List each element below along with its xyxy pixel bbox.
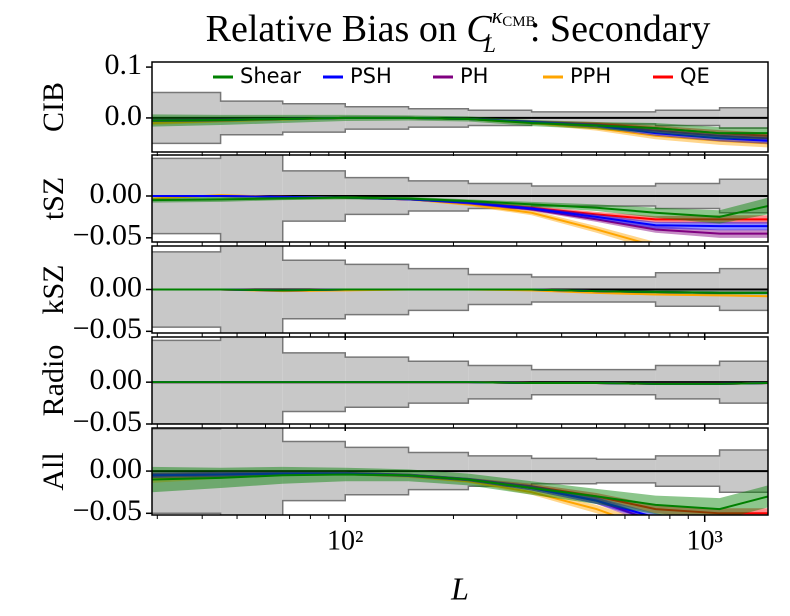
y-axis-label: CIB [37,82,70,132]
error-band-edge [152,482,768,515]
title-superscript: κ [492,3,503,28]
chart-title: Relative Bias on CκCMB L : Secondary [206,3,711,57]
y-tick-label: −0.05 [73,312,142,345]
y-tick-label: 0.00 [90,270,143,303]
y-axis-label: tSZ [37,177,70,220]
y-tick-label: −0.05 [73,405,142,438]
panel-plot [152,337,768,424]
error-band-edge [152,205,768,242]
series-line [152,194,768,228]
x-tick-label: 10² [327,525,363,556]
error-band-edge [152,91,768,113]
error-band-edge [152,301,768,333]
panel-frame [151,154,769,243]
y-tick-label: −0.05 [73,494,142,527]
panel-frame [151,336,769,425]
series-uncertainty [152,471,649,515]
legend-label: Shear [240,64,301,88]
y-tick-label: 0.0 [105,99,143,132]
error-band-edge [152,337,768,371]
y-tick-label: 0.00 [90,177,143,210]
y-axis-label: Radio [37,345,70,417]
legend-label: PSH [350,64,392,88]
series-uncertainty [152,466,768,515]
panel-plot [152,155,768,242]
series-line [152,473,768,511]
series-line [152,196,768,218]
series-line [152,116,768,135]
title-superscript-subscript: CMB [502,14,535,30]
panel-frame [151,61,769,153]
x-tick-label: 10³ [686,525,722,556]
title-subscript: L [483,32,496,57]
error-band-edge [152,428,768,461]
title-symbol: C [466,8,492,50]
error-band-bin [220,337,283,424]
y-tick-label: −0.05 [73,219,142,252]
error-band-edge [152,155,768,187]
title-suffix: : Secondary [530,8,710,50]
panel-plot [152,246,768,333]
y-axis-label: All [37,452,70,490]
y-axis-label: kSZ [37,264,70,314]
legend-label: QE [680,64,710,88]
y-tick-label: 0.1 [105,48,143,81]
legend-label: PH [460,64,488,88]
panel-plot [152,428,768,515]
x-axis-label: L [450,570,469,606]
panel-plot [152,91,768,148]
series-line [152,472,617,515]
error-band-edge [152,123,768,145]
y-tick-label: 0.00 [90,363,143,396]
error-band-edge [152,246,768,278]
series-line [152,381,768,385]
legend-label: PPH [570,64,611,88]
error-band-edge [152,393,768,424]
series-line [152,288,768,294]
y-tick-label: 0.00 [90,452,143,485]
series-uncertainty [152,114,768,140]
series-uncertainty [152,195,768,231]
title-text: Relative Bias on [206,8,467,50]
